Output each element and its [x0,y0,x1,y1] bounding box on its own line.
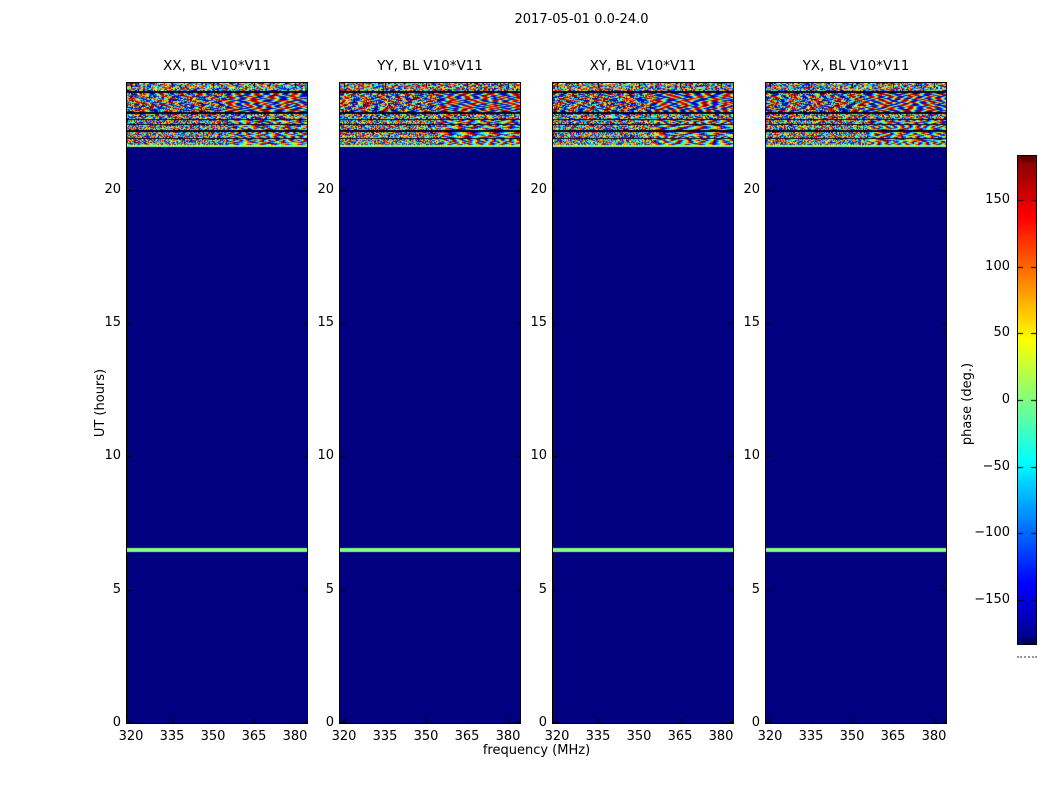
y-tick-label: 0 [538,715,547,730]
x-tick-label: 335 [372,729,398,744]
x-tick-label: 365 [454,729,480,744]
colorbar-tick-label: 100 [985,259,1010,274]
y-axis-label: UT (hours) [93,368,108,438]
y-tick-label: 10 [317,448,334,463]
heatmap-canvas [765,82,947,724]
heatmap-canvas [552,82,734,724]
x-tick-label: 365 [241,729,267,744]
y-tick-label: 0 [325,715,334,730]
y-tick-label: 0 [751,715,760,730]
panel-title: YX, BL V10*V11 [802,58,910,74]
y-tick-label: 15 [317,315,334,330]
x-tick-label: 380 [282,729,308,744]
y-tick-label: 15 [104,315,121,330]
x-tick-label: 380 [708,729,734,744]
x-tick-label: 320 [331,729,357,744]
y-tick-label: 5 [751,582,760,597]
x-tick-label: 350 [413,729,439,744]
y-tick-label: 0 [112,715,121,730]
x-tick-label: 350 [626,729,652,744]
x-tick-label: 335 [585,729,611,744]
x-tick-label: 365 [667,729,693,744]
y-tick-label: 10 [743,448,760,463]
x-axis-label: frequency (MHz) [482,743,591,758]
figure-title: 2017-05-01 0.0-24.0 [514,12,649,27]
colorbar [1017,155,1037,645]
panel-title: XX, BL V10*V11 [163,58,271,74]
panel-title: XY, BL V10*V11 [589,58,697,74]
x-tick-label: 365 [880,729,906,744]
panel-title: YY, BL V10*V11 [377,58,483,74]
x-tick-label: 350 [839,729,865,744]
x-tick-label: 380 [495,729,521,744]
y-tick-label: 20 [530,182,547,197]
x-tick-label: 350 [200,729,226,744]
x-tick-label: 320 [544,729,570,744]
y-tick-label: 10 [104,448,121,463]
heatmap-canvas [339,82,521,724]
x-tick-label: 335 [159,729,185,744]
colorbar-tick-label: 0 [1001,392,1010,407]
colorbar-tick-label: −150 [974,592,1010,607]
x-tick-label: 320 [118,729,144,744]
colorbar-tick-label: −100 [974,525,1010,540]
y-tick-label: 10 [530,448,547,463]
x-tick-label: 380 [921,729,947,744]
colorbar-tick-label: 50 [993,325,1010,340]
y-tick-label: 15 [743,315,760,330]
y-tick-label: 20 [104,182,121,197]
x-tick-label: 335 [798,729,824,744]
y-tick-label: 20 [317,182,334,197]
colorbar-tick-label: 150 [985,192,1010,207]
colorbar-tick-label: −50 [982,459,1010,474]
x-tick-label: 320 [757,729,783,744]
y-tick-label: 5 [325,582,334,597]
y-tick-label: 5 [538,582,547,597]
colorbar-end-dots-icon [1017,656,1037,658]
y-tick-label: 5 [112,582,121,597]
y-tick-label: 15 [530,315,547,330]
heatmap-canvas [126,82,308,724]
y-tick-label: 20 [743,182,760,197]
